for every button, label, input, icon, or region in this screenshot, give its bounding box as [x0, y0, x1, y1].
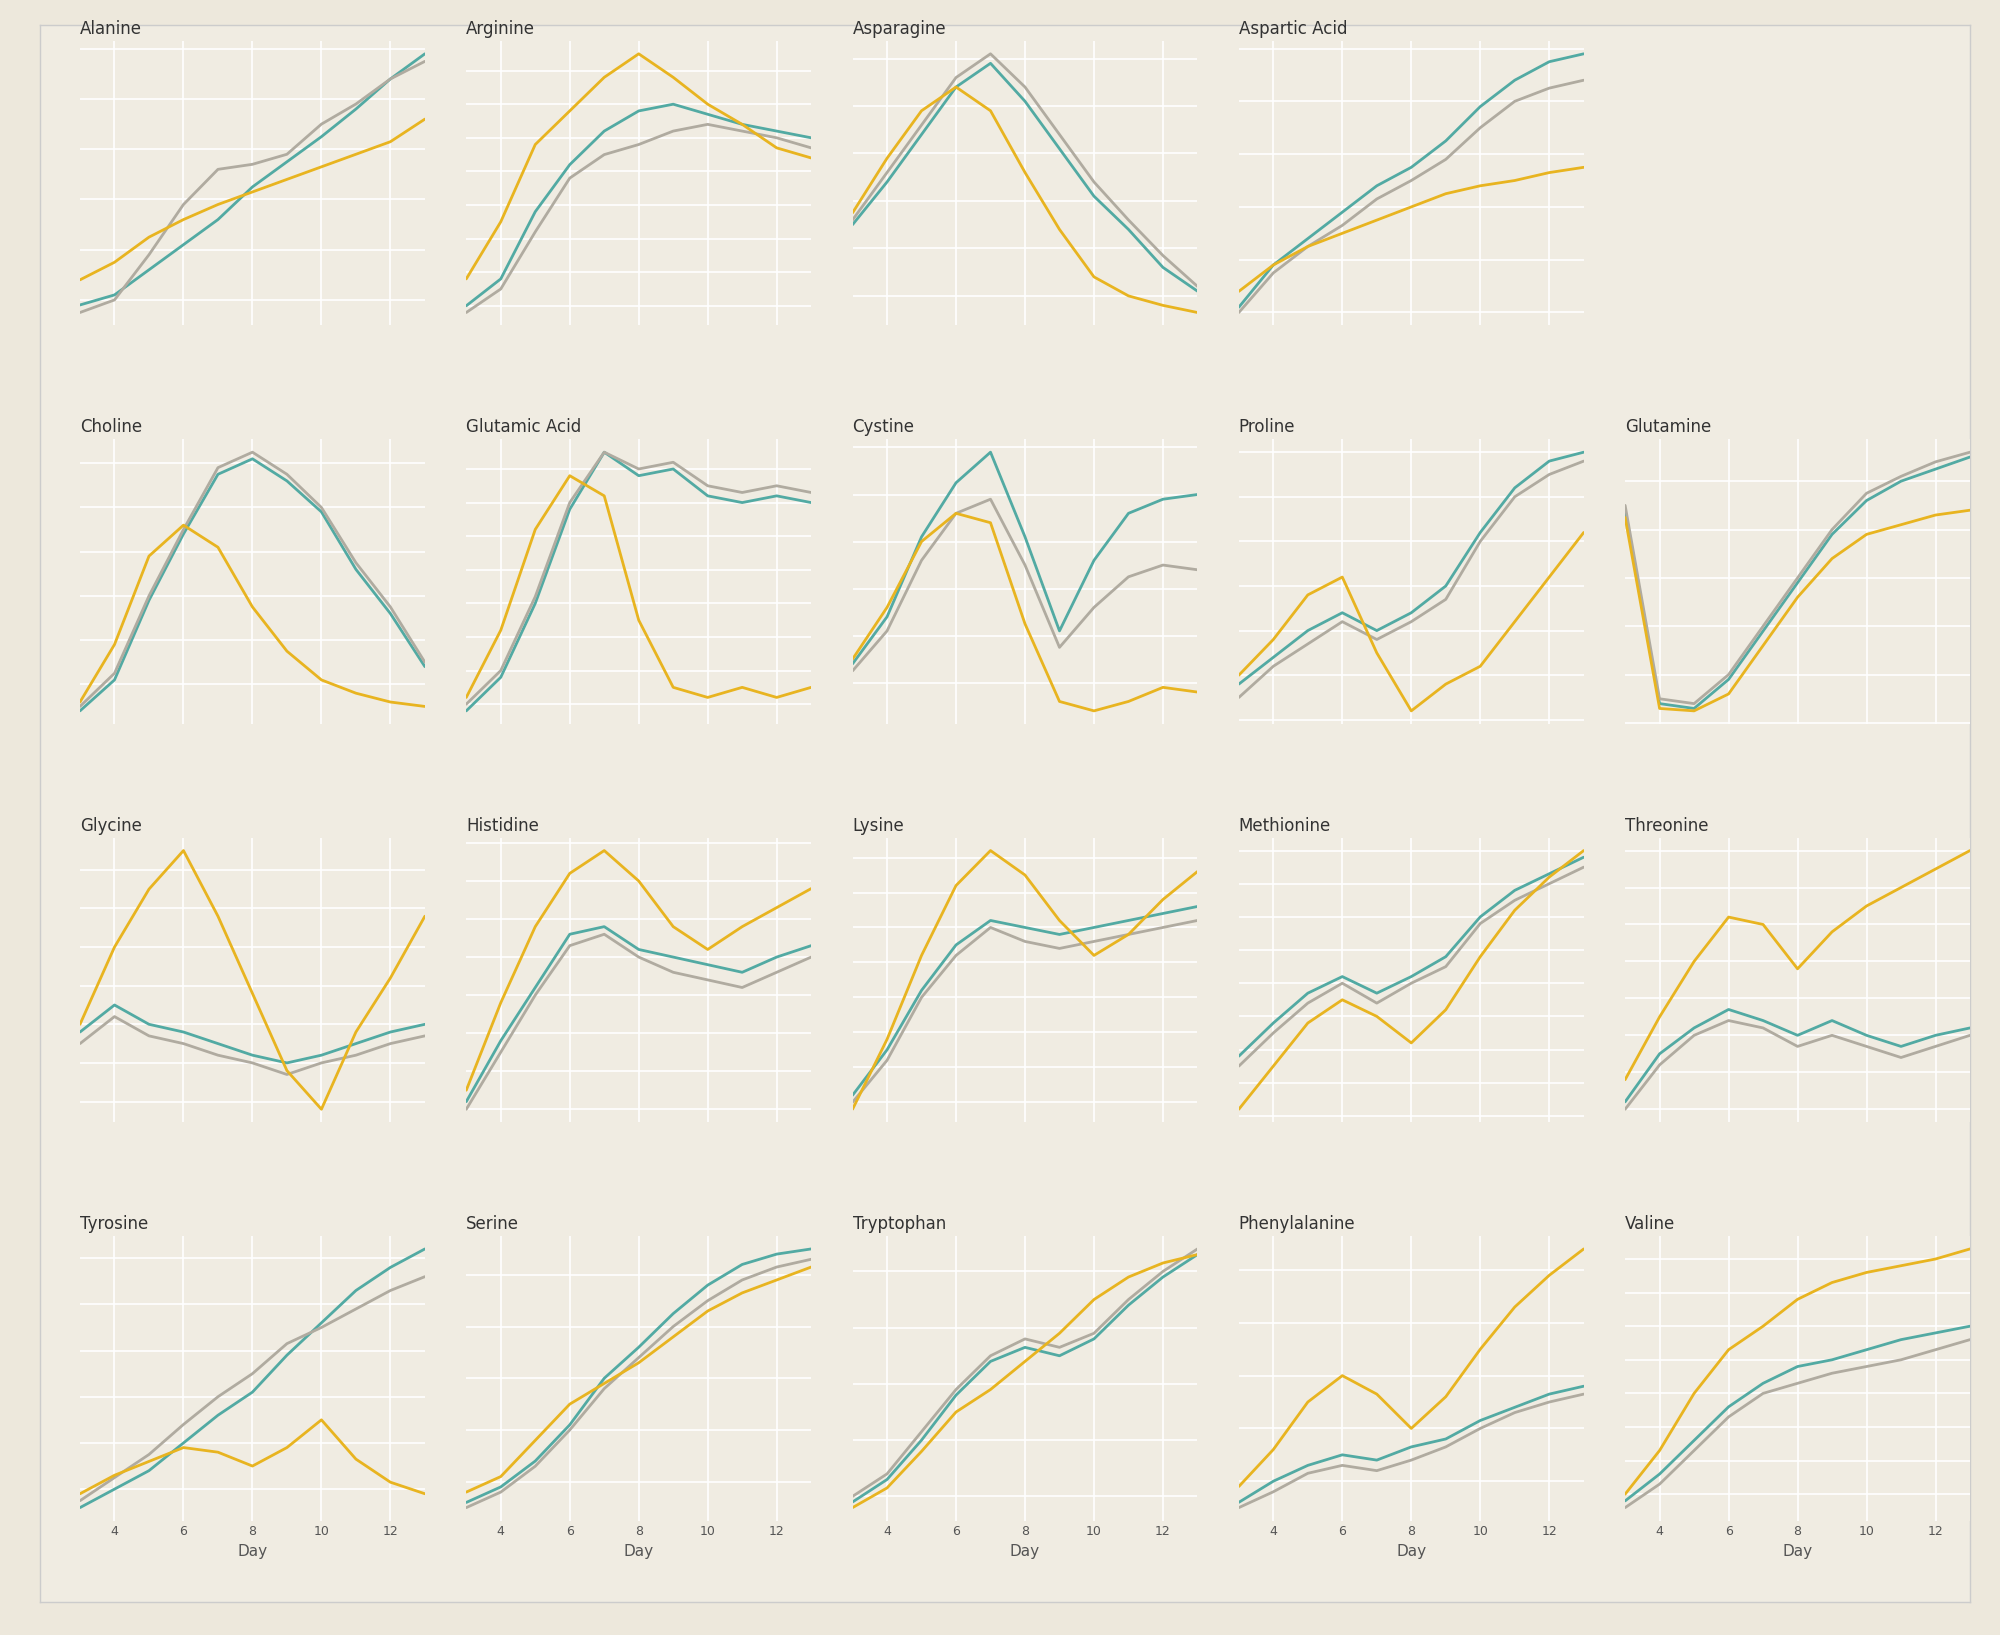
- Text: Methionine: Methionine: [1238, 816, 1332, 835]
- Text: Proline: Proline: [1238, 419, 1296, 437]
- Text: Tryptophan: Tryptophan: [852, 1215, 946, 1233]
- Text: Alanine: Alanine: [80, 20, 142, 38]
- Text: Threonine: Threonine: [1626, 816, 1708, 835]
- X-axis label: Day: Day: [1010, 1543, 1040, 1558]
- X-axis label: Day: Day: [1782, 1543, 1812, 1558]
- Text: Histidine: Histidine: [466, 816, 540, 835]
- Text: Serine: Serine: [466, 1215, 520, 1233]
- Text: Cystine: Cystine: [852, 419, 914, 437]
- Text: Asparagine: Asparagine: [852, 20, 946, 38]
- Text: Arginine: Arginine: [466, 20, 536, 38]
- X-axis label: Day: Day: [1396, 1543, 1426, 1558]
- Text: Choline: Choline: [80, 419, 142, 437]
- Text: Phenylalanine: Phenylalanine: [1238, 1215, 1356, 1233]
- Text: Glutamine: Glutamine: [1626, 419, 1712, 437]
- X-axis label: Day: Day: [624, 1543, 654, 1558]
- X-axis label: Day: Day: [238, 1543, 268, 1558]
- Text: Tyrosine: Tyrosine: [80, 1215, 148, 1233]
- Text: Aspartic Acid: Aspartic Acid: [1238, 20, 1348, 38]
- Text: Valine: Valine: [1626, 1215, 1676, 1233]
- Text: Glycine: Glycine: [80, 816, 142, 835]
- Text: Glutamic Acid: Glutamic Acid: [466, 419, 582, 437]
- Text: Lysine: Lysine: [852, 816, 904, 835]
